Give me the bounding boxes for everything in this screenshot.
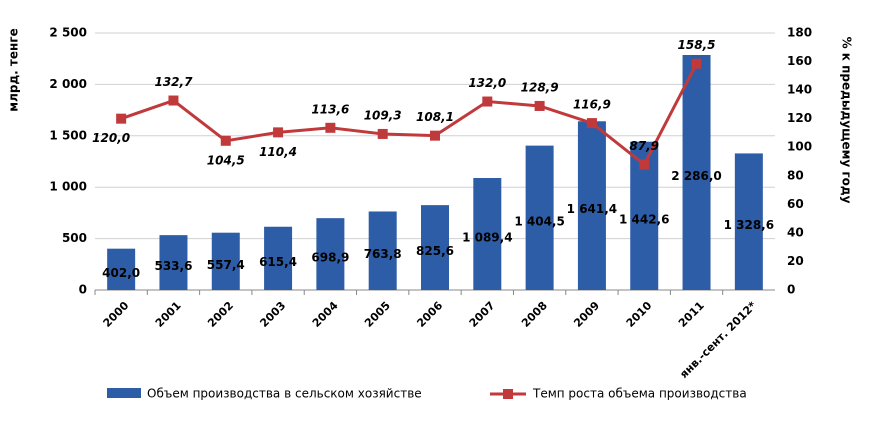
line-value-label: 113,6 <box>311 102 349 116</box>
bar-value-label: 1 442,6 <box>619 212 669 226</box>
legend-marker <box>503 389 513 399</box>
line-value-label: 104,5 <box>207 153 245 167</box>
y2-tick-label: 100 <box>787 140 812 154</box>
bar <box>734 153 763 290</box>
x-tick-label: 2002 <box>205 299 236 330</box>
x-tick-label: 2007 <box>467 299 498 330</box>
x-tick-label: 2011 <box>676 299 707 330</box>
line-marker <box>377 128 388 139</box>
bar <box>211 232 240 290</box>
line-marker <box>586 118 597 129</box>
y2-tick-label: 160 <box>787 54 812 68</box>
line-marker <box>482 96 493 107</box>
bar-value-label: 825,6 <box>416 244 454 258</box>
x-tick-label: 2009 <box>571 299 602 330</box>
x-tick-label: 2010 <box>624 299 655 330</box>
bar-value-label: 533,6 <box>154 259 192 273</box>
line-value-label: 132,7 <box>154 75 193 89</box>
x-tick-label: 2004 <box>310 299 341 330</box>
bar-value-label: 402,0 <box>102 266 140 280</box>
line-marker <box>639 159 650 170</box>
bar-value-label: 763,8 <box>364 247 402 261</box>
line-marker <box>325 122 336 133</box>
line-marker <box>430 130 440 141</box>
y2-tick-label: 80 <box>787 168 804 182</box>
bar-value-label: 1 404,5 <box>514 214 564 228</box>
line <box>120 63 698 167</box>
line-value-label: 120,0 <box>92 131 130 145</box>
line-marker <box>168 95 179 106</box>
line-value-label: 109,3 <box>364 108 402 122</box>
bar <box>682 54 711 290</box>
y-tick-label: 2 500 <box>49 26 87 40</box>
bar-value-label: 615,4 <box>259 255 297 269</box>
x-tick-label: 2000 <box>101 299 132 330</box>
bar-value-label: 698,9 <box>311 251 349 265</box>
bar <box>577 121 606 291</box>
bar <box>421 205 449 290</box>
x-tick-label: 2006 <box>414 299 445 330</box>
line-value-label: 128,9 <box>521 80 559 94</box>
line-value-label: 108,1 <box>416 110 454 124</box>
bar-value-label: 1 089,4 <box>462 231 512 245</box>
y2-tick-label: 0 <box>787 283 795 297</box>
x-tick-label: 2008 <box>519 299 550 330</box>
line-value-label: 110,4 <box>259 145 297 159</box>
line-value-label: 132,0 <box>468 76 506 90</box>
y-tick-label: 500 <box>62 231 87 245</box>
line-marker <box>691 58 702 69</box>
x-tick-label: 2003 <box>257 299 288 330</box>
y2-tick-label: 40 <box>787 225 804 239</box>
bar <box>525 145 554 290</box>
bar-value-label: 1 328,6 <box>724 218 774 232</box>
bar <box>264 226 293 290</box>
bar <box>473 178 502 290</box>
legend-swatch <box>107 388 141 398</box>
y-tick-label: 1 000 <box>49 180 87 194</box>
bar-value-label: 557,4 <box>207 258 245 272</box>
y-tick-label: 0 <box>79 283 87 297</box>
y2-tick-label: 20 <box>787 254 804 268</box>
line-value-label: 87,9 <box>629 139 659 153</box>
y-tick-label: 1 500 <box>49 128 87 142</box>
line-value-label: 116,9 <box>573 98 611 112</box>
bar <box>159 235 188 290</box>
line-marker <box>116 113 127 124</box>
line-value-label: 158,5 <box>678 38 716 52</box>
y2-tick-label: 60 <box>787 197 804 211</box>
y-axis-label: млрд. тенге <box>7 28 21 111</box>
legend-label: Объем производства в сельском хозяйстве <box>147 387 422 401</box>
bar-value-label: 2 286,0 <box>671 169 721 183</box>
bar <box>368 211 397 290</box>
bar-value-label: 1 641,4 <box>567 202 617 216</box>
y2-tick-label: 140 <box>787 83 812 97</box>
line-marker <box>273 127 284 138</box>
line-marker <box>534 100 545 111</box>
bar <box>316 218 345 290</box>
bar <box>107 248 136 290</box>
x-tick-label: 2001 <box>153 299 184 330</box>
y2-tick-label: 180 <box>787 26 812 40</box>
y2-axis-label: % к предыдущему году <box>840 37 854 204</box>
y-tick-label: 2 000 <box>49 77 87 91</box>
legend-label: Темп роста объема производства <box>532 387 747 401</box>
x-tick-label: 2005 <box>362 299 393 330</box>
line-marker <box>220 135 231 146</box>
y2-tick-label: 120 <box>787 111 812 125</box>
